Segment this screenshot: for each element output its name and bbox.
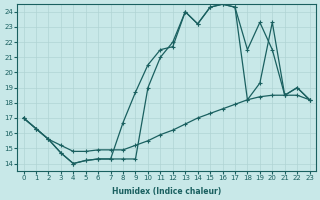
X-axis label: Humidex (Indice chaleur): Humidex (Indice chaleur) [112,187,221,196]
